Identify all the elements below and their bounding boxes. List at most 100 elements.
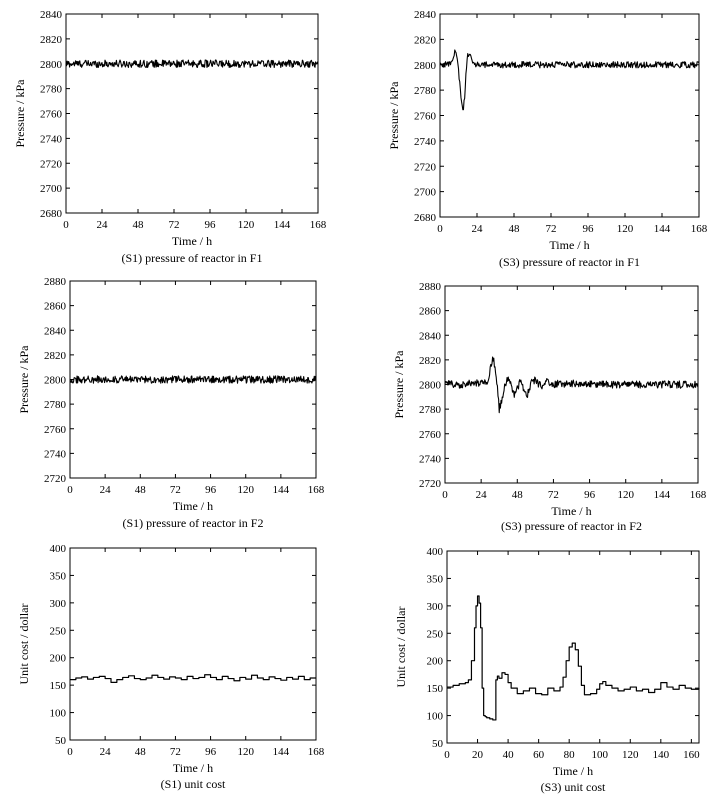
series-line	[439, 49, 700, 111]
y-tick-label: 250	[50, 625, 67, 637]
x-tick-label: 168	[691, 223, 708, 235]
chart-caption: (S1) pressure of reactor in F1	[122, 251, 263, 265]
y-tick-label: 2740	[414, 136, 437, 148]
x-tick-label: 96	[205, 219, 217, 231]
x-tick-label: 144	[654, 489, 671, 501]
x-axis-label: Time / h	[551, 504, 591, 518]
x-axis-label: Time / h	[172, 234, 212, 248]
x-tick-label: 0	[442, 489, 448, 501]
y-tick-label: 2800	[419, 380, 442, 392]
x-tick-label: 48	[135, 746, 147, 758]
y-tick-label: 2760	[419, 429, 442, 441]
x-tick-label: 168	[308, 484, 325, 496]
y-tick-label: 2760	[44, 424, 67, 436]
y-tick-label: 2820	[414, 34, 437, 46]
x-tick-label: 140	[653, 749, 670, 761]
series-line	[65, 59, 319, 69]
y-tick-label: 2820	[44, 350, 67, 362]
x-tick-label: 100	[591, 749, 608, 761]
x-tick-label: 120	[617, 489, 634, 501]
x-tick-label: 96	[205, 746, 217, 758]
y-tick-label: 2720	[419, 478, 442, 490]
y-axis-label: Pressure / kPa	[13, 79, 27, 148]
plot-frame	[439, 13, 700, 218]
x-tick-label: 120	[238, 219, 255, 231]
x-tick-label: 120	[237, 746, 254, 758]
chart-panel-2: 0 24 48 72 96 120 144 168 2680 2700 2720 2740 2760 27…	[387, 9, 708, 269]
x-tick-label: 96	[584, 489, 596, 501]
y-tick-label: 350	[427, 573, 444, 585]
y-tick-label: 2800	[40, 59, 63, 71]
x-axis-label: Time / h	[553, 764, 593, 778]
x-tick-label: 40	[503, 749, 515, 761]
x-tick-label: 72	[546, 223, 557, 235]
x-tick-label: 72	[170, 746, 181, 758]
y-tick-label: 2740	[40, 133, 63, 145]
chart-panel-5: 0 24 48 72 96 120 144 168 50 100 150 200 250 300 350 40…	[17, 543, 325, 791]
chart-panel-1: 0 24 48 72 96 120 144 168 2680 2700 2720 2740 2760 27…	[13, 9, 327, 265]
y-tick-label: 2780	[44, 399, 67, 411]
y-tick-label: 200	[427, 656, 444, 668]
series-line	[70, 674, 316, 683]
x-tick-label: 48	[133, 219, 145, 231]
y-tick-label: 2840	[414, 9, 437, 21]
y-tick-label: 2780	[414, 85, 437, 97]
x-tick-label: 48	[509, 223, 521, 235]
x-tick-label: 120	[237, 484, 254, 496]
y-axis-label: Unit cost / dollar	[17, 604, 31, 685]
y-tick-label: 2880	[44, 276, 67, 288]
chart-panel-3: 0 24 48 72 96 120 144 168 2720 2740 2760 2780 2800 28…	[17, 276, 325, 530]
plot-frame	[69, 547, 317, 741]
y-tick-label: 2800	[414, 60, 437, 72]
y-tick-label: 2860	[44, 301, 67, 313]
x-tick-label: 24	[472, 223, 484, 235]
y-tick-label: 2840	[44, 325, 67, 337]
y-tick-label: 250	[427, 628, 444, 640]
chart-panel-4: 0 24 48 72 96 120 144 168 2720 2740 2760 2780 2800 28…	[392, 281, 707, 533]
plot-frame	[446, 550, 700, 744]
y-axis-label: Pressure / kPa	[392, 350, 406, 419]
y-tick-label: 50	[432, 738, 444, 750]
y-tick-label: 2720	[414, 161, 437, 173]
x-tick-label: 72	[548, 489, 559, 501]
y-tick-label: 2700	[40, 183, 63, 195]
x-tick-label: 168	[310, 219, 327, 231]
y-tick-label: 400	[50, 543, 67, 555]
y-tick-label: 2720	[40, 158, 63, 170]
x-tick-label: 48	[135, 484, 147, 496]
y-tick-label: 2860	[419, 306, 442, 318]
y-tick-label: 2680	[414, 212, 437, 224]
y-tick-label: 150	[50, 680, 67, 692]
series-line	[444, 356, 699, 414]
y-tick-label: 300	[50, 598, 67, 610]
y-tick-label: 2720	[44, 473, 67, 485]
y-tick-label: 2740	[44, 448, 67, 460]
y-axis-label: Pressure / kPa	[387, 81, 401, 150]
y-axis-label: Unit cost / dollar	[394, 607, 408, 688]
y-tick-label: 100	[50, 708, 67, 720]
series-line	[69, 375, 317, 384]
y-tick-label: 2680	[40, 208, 63, 220]
y-tick-label: 200	[50, 653, 67, 665]
y-tick-label: 2800	[44, 375, 67, 387]
x-tick-label: 20	[472, 749, 484, 761]
plot-frame	[65, 13, 319, 214]
x-tick-label: 0	[63, 219, 69, 231]
y-tick-label: 300	[427, 601, 444, 613]
y-tick-label: 50	[55, 735, 67, 747]
x-tick-label: 72	[170, 484, 181, 496]
x-tick-label: 24	[100, 484, 112, 496]
x-tick-label: 144	[274, 219, 291, 231]
x-tick-label: 24	[100, 746, 112, 758]
chart-caption: (S1) pressure of reactor in F2	[123, 516, 264, 530]
x-tick-label: 168	[690, 489, 707, 501]
y-tick-label: 2760	[414, 111, 437, 123]
y-axis-label: Pressure / kPa	[17, 345, 31, 414]
x-tick-label: 120	[617, 223, 634, 235]
x-tick-label: 144	[654, 223, 671, 235]
y-tick-label: 2820	[40, 34, 63, 46]
y-tick-label: 100	[427, 711, 444, 723]
y-tick-label: 150	[427, 683, 444, 695]
y-tick-label: 2760	[40, 109, 63, 121]
